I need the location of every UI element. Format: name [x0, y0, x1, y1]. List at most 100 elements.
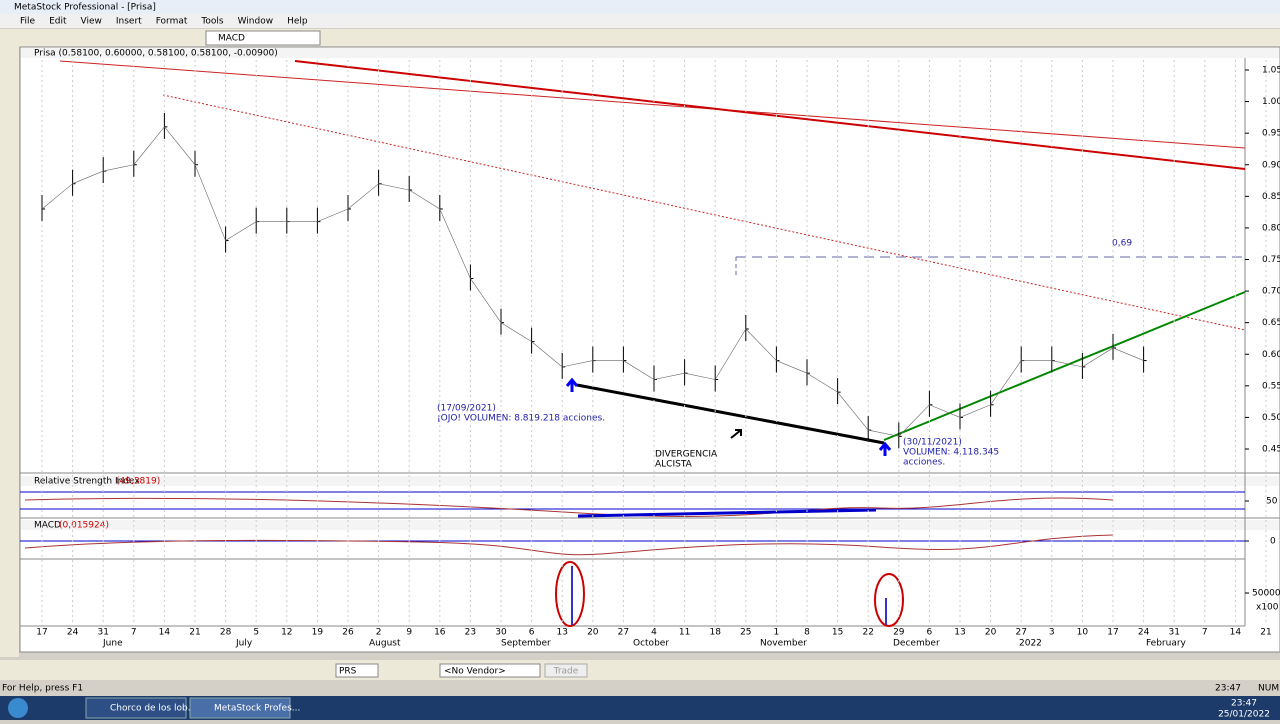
month-label: December [893, 639, 940, 649]
y-tick-label: 0.70 [1262, 287, 1280, 297]
day-label: 10 [1077, 628, 1089, 638]
day-label: 2 [376, 628, 382, 638]
day-label: 13 [954, 628, 965, 638]
day-label: 24 [1138, 628, 1150, 638]
menu-item[interactable]: Help [287, 17, 308, 27]
price-link [1112, 347, 1144, 361]
symbol-box[interactable] [335, 663, 379, 678]
y-tick-label: 0.50 [1262, 413, 1280, 423]
price-link [164, 126, 196, 165]
bottom-toolbar [0, 660, 1280, 680]
day-label: 21 [1260, 628, 1271, 638]
annotation: DIVERGENCIA [655, 450, 718, 460]
day-label: 13 [556, 628, 567, 638]
day-label: 19 [312, 628, 324, 638]
price-link [868, 429, 899, 437]
month-label: February [1146, 639, 1187, 649]
menu-item[interactable]: Tools [200, 17, 223, 27]
price-link [133, 126, 165, 165]
price-link [41, 183, 73, 210]
month-label: August [369, 639, 401, 649]
y-tick-label: 0.60 [1262, 350, 1280, 360]
y-tick-label: 0.95 [1262, 129, 1280, 139]
indicator-combo[interactable] [205, 30, 321, 46]
price-link [347, 183, 379, 210]
annotation: ¡OJO! VOLUMEN: 8.819.218 acciones. [437, 414, 605, 424]
day-label: 20 [985, 628, 997, 638]
price-link [959, 404, 991, 418]
price-link [929, 404, 961, 418]
price-link [409, 189, 440, 210]
chart-window [19, 46, 1280, 653]
day-label: 17 [1107, 628, 1118, 638]
rsi-header: Relative Strength Index [34, 477, 140, 487]
taskbar-button[interactable] [189, 697, 291, 719]
annotation: VOLUMEN: 4.118.345 [903, 448, 999, 458]
menu-item[interactable]: Window [238, 17, 274, 27]
day-label: 24 [67, 628, 79, 638]
y-tick-label: 0.80 [1262, 223, 1280, 233]
price-link [531, 341, 563, 368]
tool-strip [0, 47, 19, 657]
day-label: 21 [189, 628, 200, 638]
highlight [555, 561, 585, 627]
price-link [225, 221, 257, 241]
day-label: 22 [862, 628, 873, 638]
rsi-tick-label: 50 [1266, 497, 1278, 507]
menu-item[interactable]: File [20, 17, 36, 27]
price-link [898, 404, 930, 437]
price-link [378, 183, 410, 191]
day-label: 31 [1168, 628, 1179, 638]
menu-item[interactable]: Format [156, 17, 188, 27]
day-label: 14 [159, 628, 171, 638]
status-time: 23:47 [1215, 684, 1241, 694]
month-label: 2022 [1019, 639, 1042, 649]
window-title: MetaStock Professional - [Prisa] [14, 3, 156, 13]
price-link [837, 391, 869, 431]
title-bar [0, 0, 1280, 14]
vendor: <No Vendor> [444, 667, 506, 677]
annotation: 0,69 [1112, 239, 1132, 249]
day-label: 11 [679, 628, 690, 638]
macd-tick-label: 0 [1270, 537, 1276, 547]
rsi-value: (49,3819) [116, 477, 160, 487]
price-header-bar [21, 48, 1279, 58]
day-label: 7 [131, 628, 137, 638]
month-label: June [102, 639, 123, 649]
month-label: September [501, 639, 551, 649]
day-label: 12 [281, 628, 292, 638]
trade-button[interactable] [544, 663, 588, 678]
day-label: 14 [1230, 628, 1242, 638]
price-link [1051, 360, 1083, 368]
menu-bar [0, 14, 1280, 28]
price-link [745, 328, 777, 361]
clock-date: 25/01/2022 [1218, 710, 1270, 720]
price-link [1082, 347, 1114, 368]
price-link [623, 360, 655, 380]
price-link [562, 360, 593, 368]
price-link [990, 360, 1022, 405]
price-link [194, 164, 226, 241]
menu-item[interactable]: View [81, 17, 102, 27]
taskbar-button[interactable] [85, 697, 187, 719]
menu-item[interactable]: Edit [49, 17, 67, 27]
trendline [294, 60, 1246, 170]
day-label: 4 [651, 628, 657, 638]
start-button[interactable] [8, 698, 28, 718]
price-link [470, 278, 502, 323]
price-link [103, 164, 134, 172]
y-tick-label: 1.05 [1262, 66, 1280, 76]
day-label: 31 [97, 628, 108, 638]
annotation: (30/11/2021) [903, 438, 962, 448]
day-label: 27 [1015, 628, 1026, 638]
day-label: 5 [253, 628, 259, 638]
day-label: 8 [804, 628, 810, 638]
price-link [72, 170, 104, 184]
arrow-icon [565, 377, 892, 456]
menu-item[interactable]: Insert [116, 17, 142, 27]
vendor-combo[interactable] [439, 663, 541, 678]
y-tick-label: 0.85 [1262, 192, 1280, 202]
macd-line [24, 534, 1114, 556]
toolbar [0, 29, 1280, 47]
